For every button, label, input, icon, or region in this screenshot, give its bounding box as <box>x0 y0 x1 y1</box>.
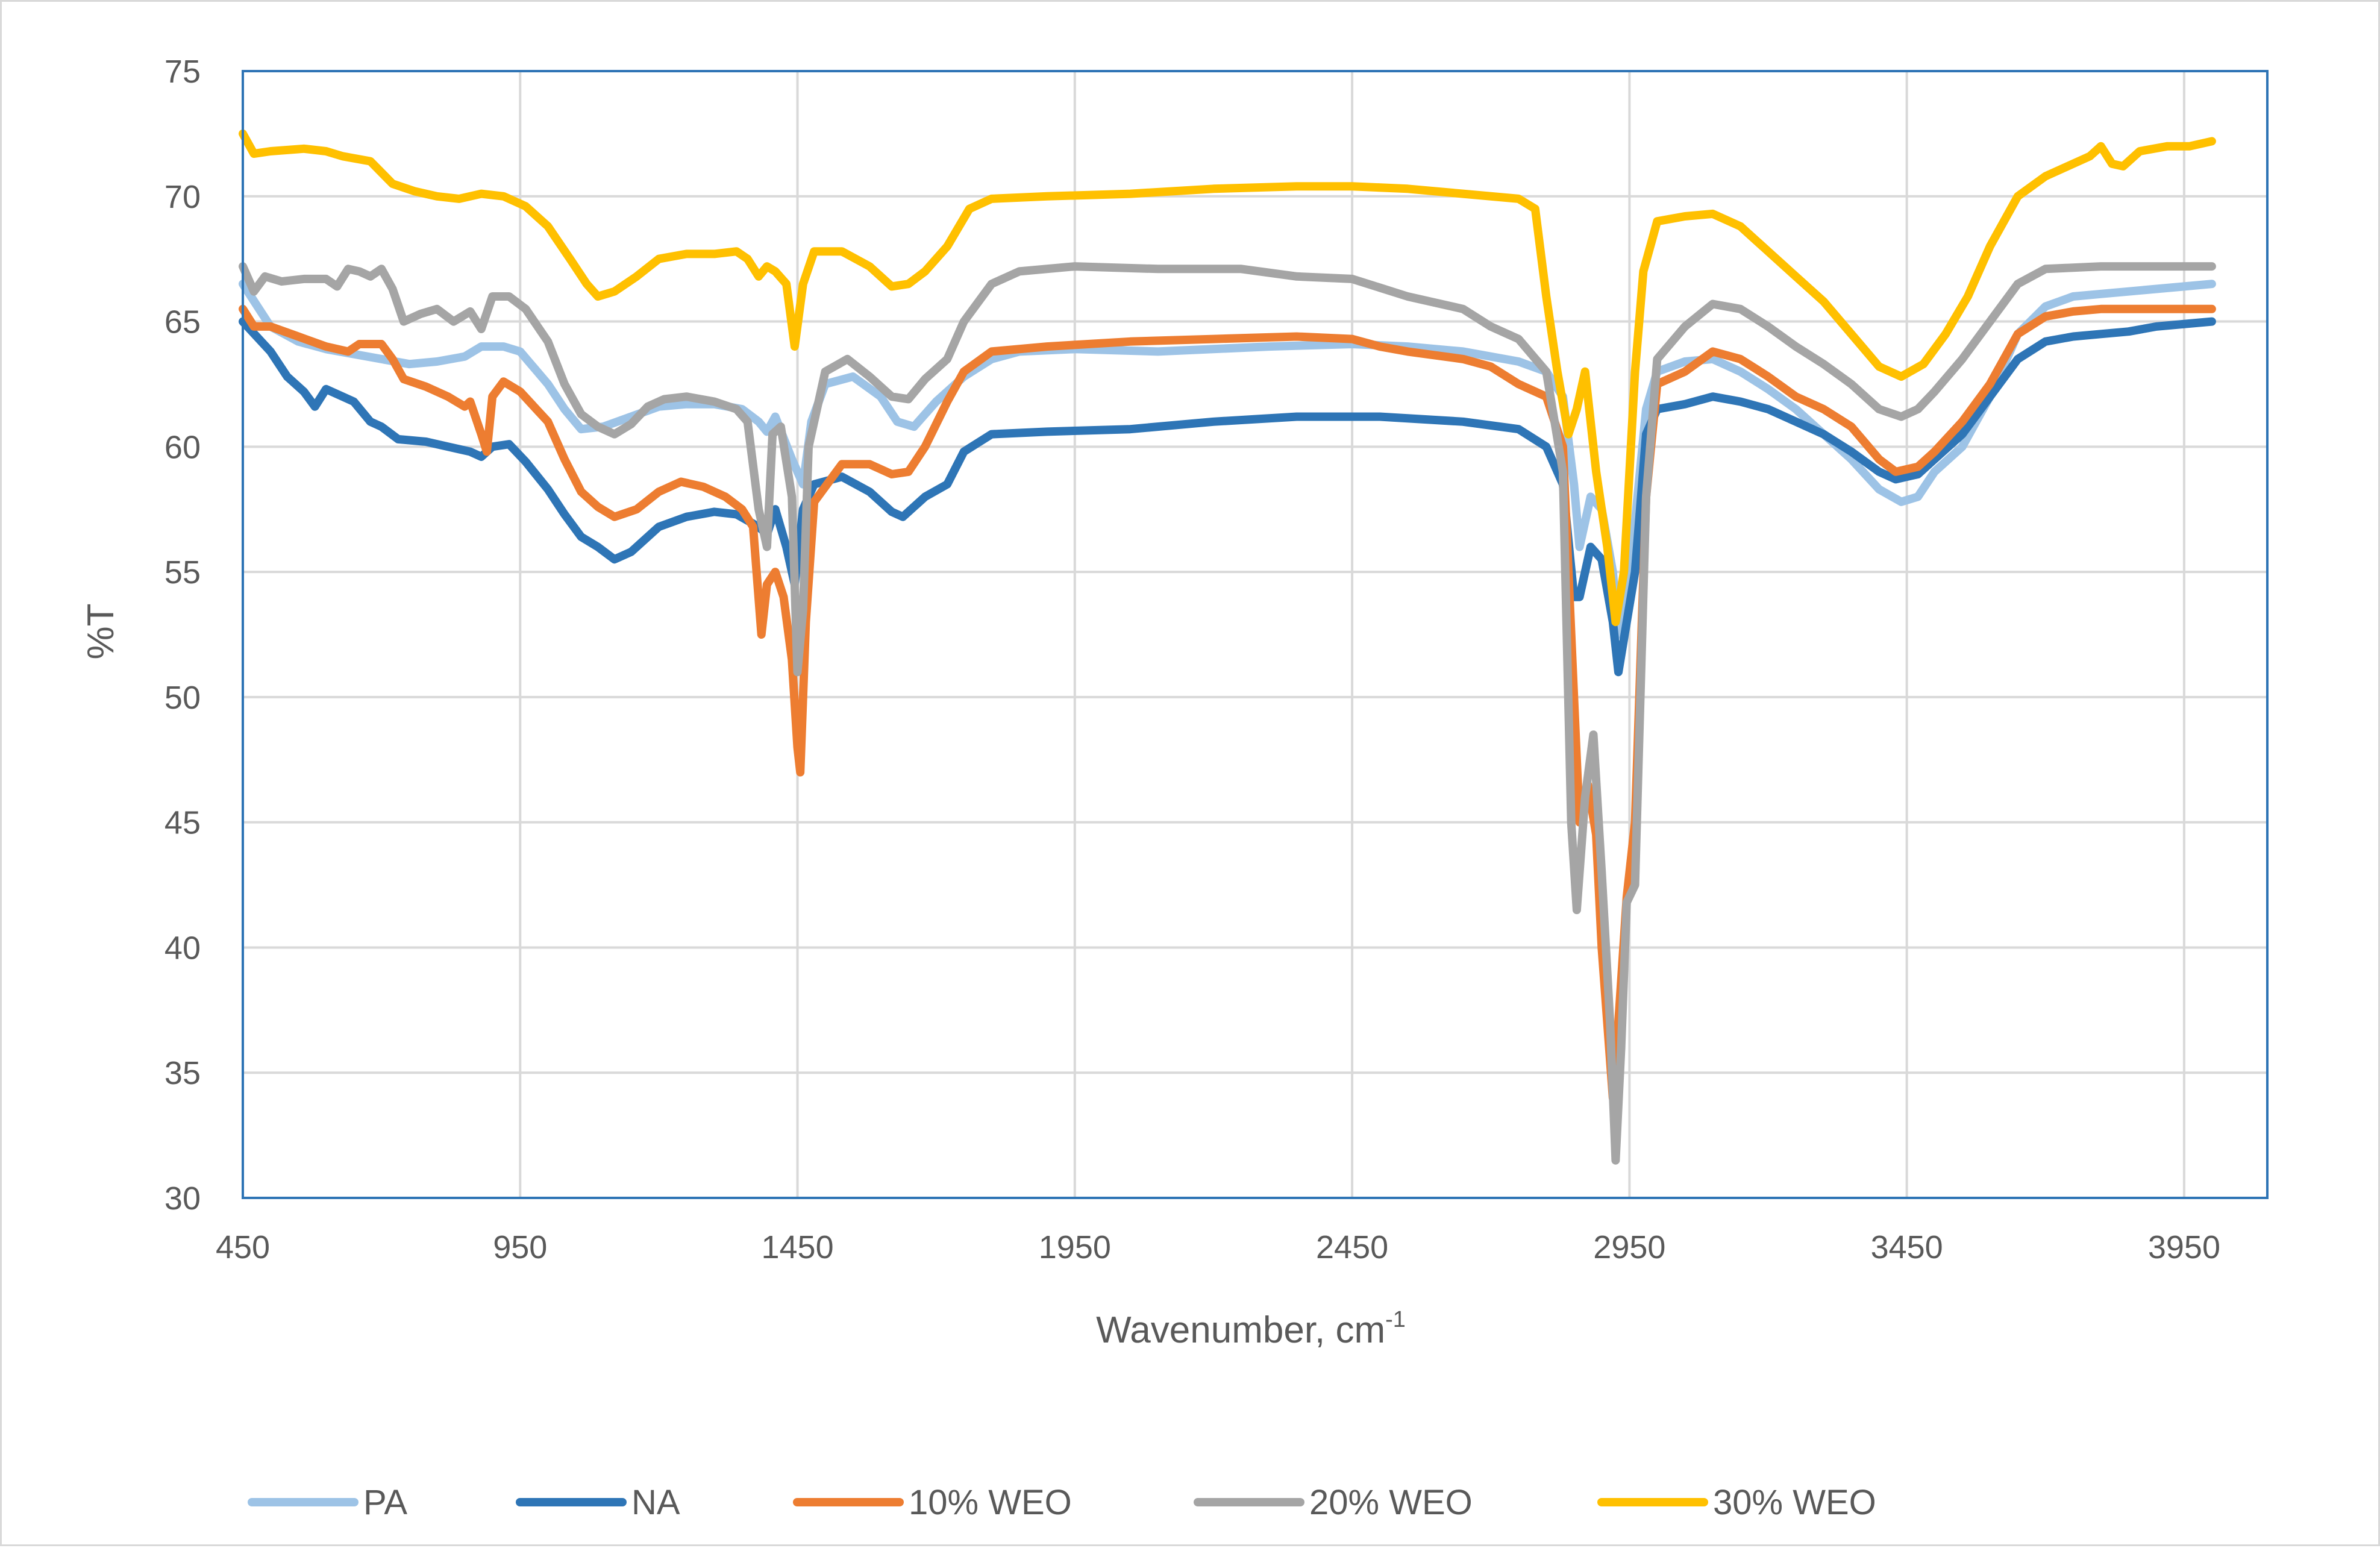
x-tick-label-1950: 1950 <box>1039 1229 1111 1265</box>
x-axis-title: Wavenumber, cm-1 <box>1096 1307 1406 1351</box>
legend-label-na: NA <box>631 1483 680 1522</box>
x-axis-title-superscript: -1 <box>1385 1307 1406 1332</box>
y-tick-label-45: 45 <box>164 805 201 841</box>
series-line-30-weo <box>239 129 2216 627</box>
series-line-pa <box>239 280 2216 639</box>
y-tick-label-50: 50 <box>164 680 201 716</box>
series-line-10-weo <box>239 304 2216 1102</box>
y-tick-label-65: 65 <box>164 304 201 340</box>
legend-label-20-weo: 20% WEO <box>1309 1483 1473 1522</box>
y-tick-label-30: 30 <box>164 1180 201 1217</box>
series-line-20-weo <box>239 262 2216 1165</box>
y-tick-label-55: 55 <box>164 554 201 591</box>
y-tick-label-70: 70 <box>164 179 201 215</box>
legend-label-10-weo: 10% WEO <box>909 1483 1072 1522</box>
legend-label-30-weo: 30% WEO <box>1713 1483 1876 1522</box>
x-axis-title-text: Wavenumber, cm <box>1096 1309 1385 1351</box>
y-tick-labels: 30 35 40 45 50 55 60 65 70 75 <box>164 54 201 1217</box>
series-lines <box>239 129 2216 1165</box>
y-tick-label-40: 40 <box>164 930 201 966</box>
x-tick-label-3450: 3450 <box>1871 1229 1943 1265</box>
x-tick-labels: 450 950 1450 1950 2450 2950 3450 3950 <box>216 1229 2220 1265</box>
gridlines <box>242 70 2267 1199</box>
x-tick-label-450: 450 <box>216 1229 270 1265</box>
y-tick-label-35: 35 <box>164 1055 201 1091</box>
x-tick-label-3950: 3950 <box>2148 1229 2220 1265</box>
legend: PA NA 10% WEO 20% WEO 30% WEO <box>248 1483 1876 1522</box>
y-tick-label-75: 75 <box>164 54 201 90</box>
y-axis-title: %T <box>80 604 122 660</box>
x-tick-label-2450: 2450 <box>1316 1229 1388 1265</box>
y-tick-label-60: 60 <box>164 429 201 465</box>
legend-label-pa: PA <box>363 1483 407 1522</box>
x-tick-label-950: 950 <box>493 1229 547 1265</box>
plot-area-border <box>242 70 2269 1199</box>
x-tick-label-1450: 1450 <box>761 1229 833 1265</box>
x-tick-label-2950: 2950 <box>1593 1229 1665 1265</box>
